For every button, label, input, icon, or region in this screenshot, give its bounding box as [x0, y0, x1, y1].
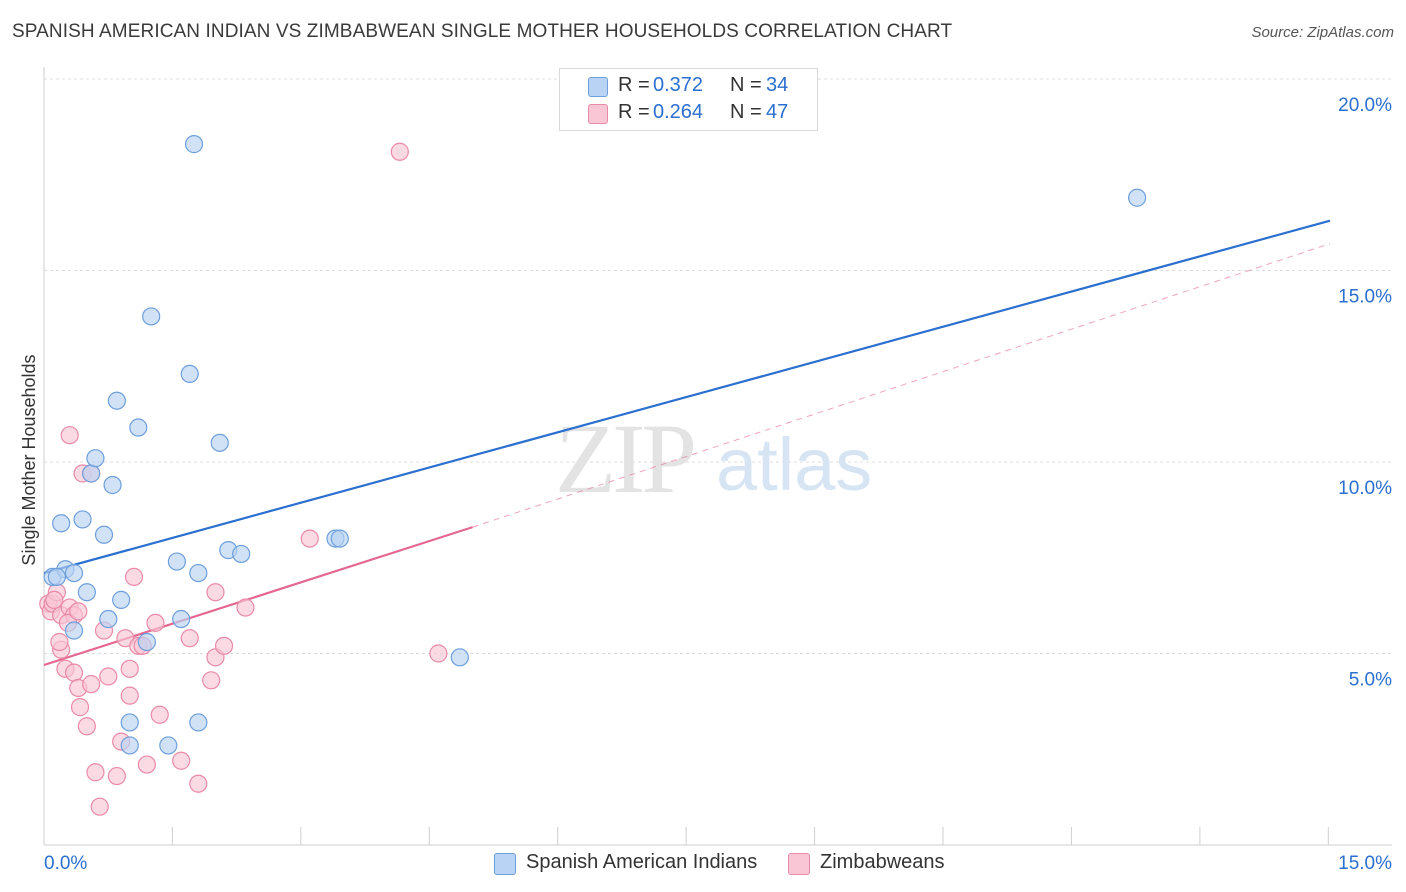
data-point-spanish-american-indians	[159, 736, 178, 755]
data-point-spanish-american-indians	[64, 621, 84, 640]
data-point-zimbabweans	[69, 602, 88, 621]
data-point-zimbabweans	[50, 632, 69, 652]
legend-n-label: N =	[730, 101, 762, 123]
legend-swatch-pink	[788, 853, 810, 875]
legend-r-value: 0.264	[653, 101, 704, 123]
data-point-spanish-american-indians	[112, 590, 131, 609]
data-point-spanish-american-indians	[94, 525, 114, 544]
source-label: Source: ZipAtlas.com	[1251, 24, 1394, 41]
y-tick-label: 5.0%	[1349, 670, 1392, 691]
legend-swatch-pink	[588, 104, 608, 124]
data-point-zimbabweans	[172, 751, 191, 770]
legend-series-label: Zimbabweans	[820, 851, 945, 873]
data-point-spanish-american-indians	[64, 563, 84, 583]
data-point-zimbabweans	[124, 567, 144, 587]
data-point-spanish-american-indians	[189, 563, 208, 583]
data-point-spanish-american-indians	[172, 609, 191, 629]
legend-r-value: 0.372	[653, 74, 704, 96]
data-point-zimbabweans	[77, 717, 96, 736]
legend-r-label: R =	[618, 101, 650, 123]
y-axis-label: Single Mother Households	[19, 354, 39, 565]
legend-n-label: N =	[730, 74, 762, 96]
data-point-zimbabweans	[189, 774, 208, 793]
series-spanish-american-indians	[43, 135, 1147, 755]
trend-line-zimbabweans	[472, 243, 1331, 528]
data-point-spanish-american-indians	[1127, 188, 1147, 207]
data-point-zimbabweans	[120, 686, 139, 705]
data-point-zimbabweans	[60, 426, 79, 445]
data-point-zimbabweans	[45, 590, 64, 609]
data-point-zimbabweans	[70, 698, 90, 717]
data-point-spanish-american-indians	[129, 418, 148, 437]
axes	[43, 67, 1392, 846]
legend-series-label: Spanish American Indians	[526, 851, 758, 873]
chart-title: SPANISH AMERICAN INDIAN VS ZIMBABWEAN SI…	[12, 21, 953, 42]
data-point-zimbabweans	[150, 705, 169, 724]
tick-labels: 5.0% 10.0% 15.0% 20.0% 0.0% 15.0% Single Mothe…	[19, 95, 1392, 874]
data-point-spanish-american-indians	[86, 449, 105, 468]
data-point-spanish-american-indians	[77, 583, 96, 602]
data-point-zimbabweans	[429, 644, 448, 663]
data-point-zimbabweans	[300, 529, 319, 548]
data-point-spanish-american-indians	[330, 529, 349, 548]
data-point-spanish-american-indians	[142, 307, 161, 326]
watermark-zip: ZIP	[555, 403, 693, 514]
data-point-zimbabweans	[86, 763, 105, 782]
data-point-spanish-american-indians	[82, 464, 101, 483]
trend-line-spanish-american-indians	[43, 219, 1331, 575]
data-point-zimbabweans	[202, 671, 221, 690]
correlation-legend: R = 0.372 N = 34 R = 0.264 N = 47	[559, 68, 818, 131]
data-point-spanish-american-indians	[450, 648, 469, 667]
y-tick-label: 20.0%	[1338, 95, 1392, 116]
data-point-zimbabweans	[99, 667, 118, 686]
data-point-spanish-american-indians	[99, 609, 118, 629]
data-point-spanish-american-indians	[107, 391, 126, 410]
legend-n-value: 34	[766, 74, 789, 96]
legend-n-value: 47	[766, 101, 789, 123]
trend-lines	[43, 219, 1331, 667]
data-point-spanish-american-indians	[180, 364, 199, 384]
data-point-zimbabweans	[107, 766, 126, 786]
data-point-zimbabweans	[180, 629, 199, 648]
data-point-spanish-american-indians	[103, 475, 122, 495]
data-point-spanish-american-indians	[52, 514, 71, 533]
data-point-spanish-american-indians	[120, 736, 139, 755]
data-point-zimbabweans	[137, 755, 156, 774]
data-point-zimbabweans	[206, 583, 225, 602]
x-tick-label: 15.0%	[1338, 853, 1392, 874]
data-point-spanish-american-indians	[189, 713, 208, 732]
data-point-zimbabweans	[120, 659, 139, 678]
data-point-spanish-american-indians	[47, 567, 66, 587]
gridlines	[44, 78, 1392, 654]
data-point-zimbabweans	[214, 636, 234, 655]
y-tick-label: 15.0%	[1338, 287, 1392, 308]
data-point-spanish-american-indians	[167, 552, 186, 571]
watermark: ZIP atlas	[555, 403, 872, 514]
data-point-spanish-american-indians	[184, 135, 204, 154]
legend-swatch-blue	[494, 853, 516, 875]
data-point-zimbabweans	[236, 598, 255, 617]
data-point-zimbabweans	[146, 613, 165, 632]
data-point-zimbabweans	[390, 142, 409, 161]
data-point-spanish-american-indians	[120, 713, 139, 732]
data-point-zimbabweans	[64, 663, 84, 682]
trend-line-zimbabweans	[43, 526, 474, 667]
data-point-spanish-american-indians	[137, 632, 156, 652]
y-tick-label: 10.0%	[1338, 478, 1392, 499]
watermark-atlas: atlas	[716, 423, 872, 506]
legend-r-label: R =	[618, 74, 650, 96]
data-point-spanish-american-indians	[232, 544, 251, 564]
data-point-zimbabweans	[82, 675, 101, 694]
data-point-spanish-american-indians	[210, 433, 229, 452]
x-tick-label: 0.0%	[44, 853, 87, 874]
legend-swatch-blue	[588, 77, 608, 97]
data-point-spanish-american-indians	[73, 510, 92, 529]
data-point-zimbabweans	[90, 797, 109, 816]
